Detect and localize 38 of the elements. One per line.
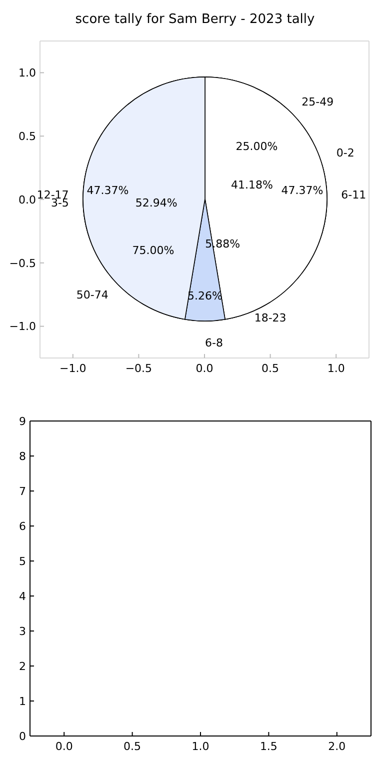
y-tick-label: −0.5 — [9, 256, 36, 270]
y-tick-label: 1 — [19, 694, 26, 708]
x-tick-label: 1.0 — [192, 740, 210, 753]
slice-label: 18-23 — [254, 311, 286, 324]
y-tick-label: −1.0 — [9, 320, 36, 334]
data-label: 75.00% — [132, 244, 174, 257]
y-tick-label: 1.0 — [18, 66, 36, 80]
y-tick-label: 0.0 — [18, 193, 36, 206]
x-tick-label: −0.5 — [125, 362, 152, 375]
x-tick-label: −1.0 — [60, 362, 86, 375]
x-tick-label: 1.0 — [327, 362, 345, 375]
slice-label: 25-49 — [302, 95, 334, 108]
data-label: 52.94% — [135, 196, 178, 210]
data-label: 47.37% — [86, 184, 129, 197]
data-label: 47.37% — [281, 184, 324, 197]
x-tick-label: 0.0 — [196, 362, 214, 375]
x-tick-label: 0.5 — [124, 740, 142, 753]
x-tick-label: 0.5 — [262, 362, 280, 375]
data-label: 41.18% — [230, 178, 273, 192]
x-tick-label: 1.5 — [260, 740, 278, 753]
y-tick-label: 0 — [19, 730, 26, 743]
slice-label: 50-74 — [76, 288, 108, 302]
x-tick-label: 0.0 — [55, 740, 73, 753]
y-tick-label: 4 — [19, 590, 26, 603]
y-tick-label: 6 — [19, 520, 26, 533]
y-tick-label: 8 — [19, 450, 26, 463]
y-tick-label: 7 — [19, 484, 26, 498]
y-tick-label: 2 — [19, 660, 26, 673]
slice-label: 6-8 — [205, 336, 223, 350]
y-tick-label: 3 — [19, 624, 26, 638]
chart-title: score tally for Sam Berry - 2023 tally — [74, 12, 316, 27]
x-tick-label: 2.0 — [328, 740, 346, 753]
slice-label: 0-2 — [336, 146, 354, 160]
data-label: 25.00% — [236, 140, 278, 154]
y-tick-label: 9 — [19, 414, 26, 428]
y-tick-label: 0.5 — [18, 130, 36, 144]
y-tick-label: 5 — [19, 554, 26, 568]
slice-label: 6-11 — [341, 188, 366, 202]
